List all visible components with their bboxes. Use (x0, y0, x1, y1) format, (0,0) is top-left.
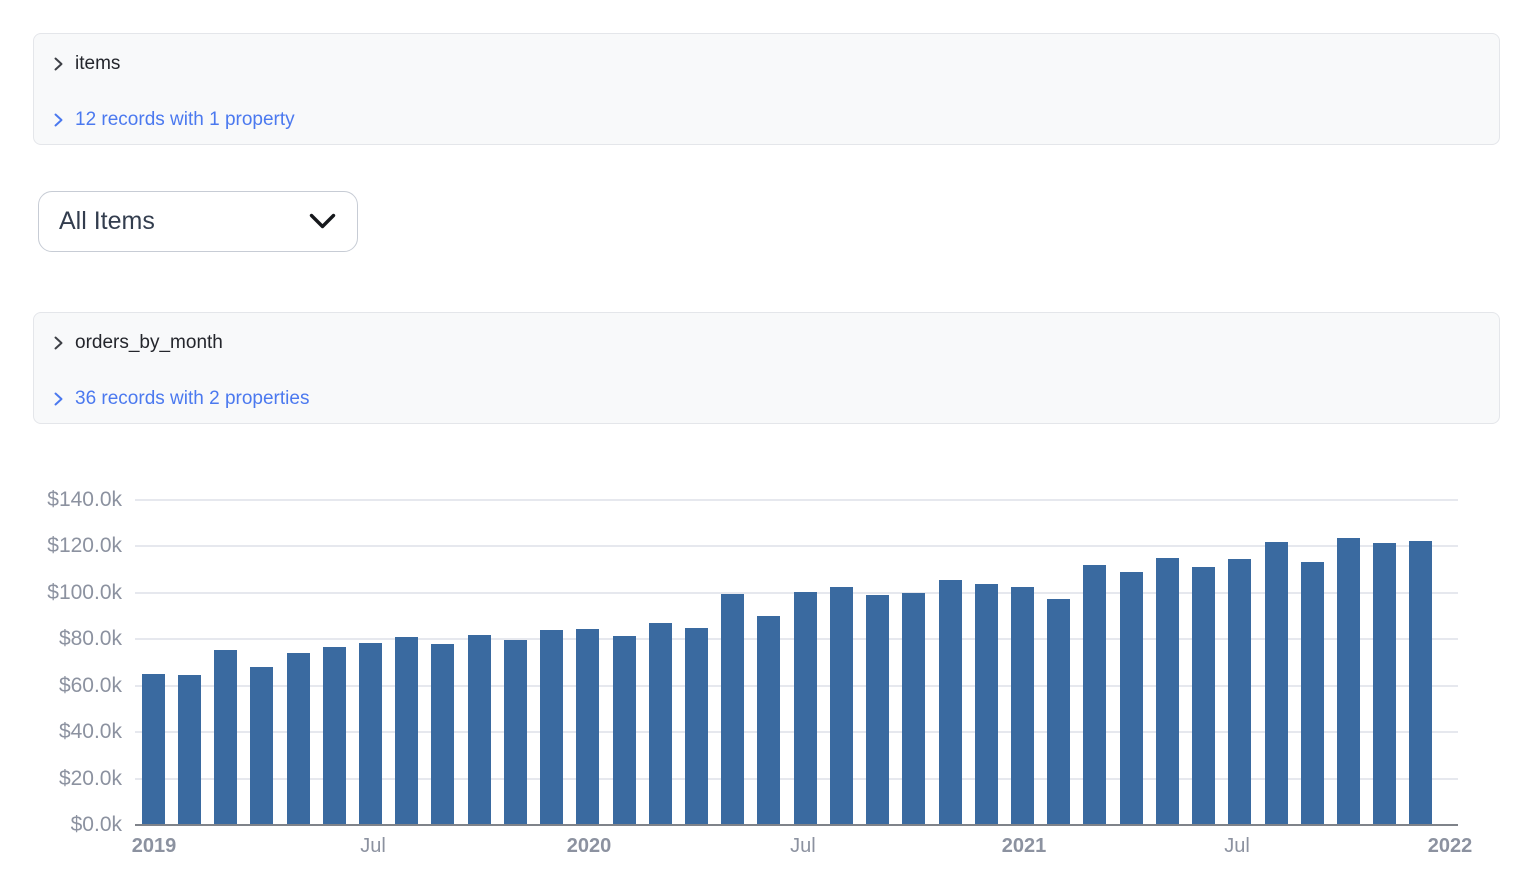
bar-2020-01 (576, 628, 600, 825)
bar-2020-07 (793, 591, 817, 825)
bar-group (135, 500, 1439, 825)
x-tick-label-2022: 2022 (1427, 835, 1473, 857)
chevron-right-icon (54, 57, 63, 71)
items-panel-title: items (75, 53, 121, 74)
bar-2021-05 (1155, 558, 1179, 825)
y-tick-label: $60.0k (58, 673, 122, 697)
bar-2019-03 (214, 649, 238, 825)
bar-2021-03 (1083, 565, 1107, 825)
y-tick-label: $100.0k (47, 580, 122, 604)
items-records-summary: 12 records with 1 property (75, 109, 295, 130)
bar-2019-02 (177, 675, 201, 825)
bar-2020-12 (974, 583, 998, 825)
bar-2020-11 (938, 580, 962, 825)
items-filter-selected-value: All Items (59, 207, 155, 235)
x-tick-label-2020: 2020 (566, 835, 612, 857)
bar-2019-06 (322, 647, 346, 825)
bar-2019-01 (141, 674, 165, 825)
x-tick-label-2021: 2021 (1001, 835, 1047, 857)
bar-2020-05 (721, 594, 745, 825)
y-tick-label: $140.0k (47, 488, 122, 511)
y-tick-label: $80.0k (58, 627, 122, 651)
bar-2019-11 (503, 640, 527, 825)
orders-disclosure-row[interactable]: orders_by_month (53, 330, 223, 356)
bar-2019-12 (540, 630, 564, 825)
bar-2020-04 (684, 627, 708, 825)
items-disclosure-row[interactable]: items (53, 51, 120, 77)
bar-2021-06 (1192, 567, 1216, 825)
bar-2021-01 (1010, 587, 1034, 825)
bar-2020-06 (757, 616, 781, 825)
chevron-right-icon (54, 392, 63, 406)
items-panel: items 12 records with 1 property (33, 33, 1500, 145)
bar-2021-07 (1228, 559, 1252, 825)
orders-by-month-panel: orders_by_month 36 records with 2 proper… (33, 312, 1500, 424)
bar-2019-05 (286, 653, 310, 825)
x-axis-line (135, 824, 1458, 826)
orders-panel-title: orders_by_month (75, 332, 223, 353)
bar-2020-09 (866, 595, 890, 825)
bar-2021-04 (1119, 571, 1143, 825)
chevron-right-icon (54, 336, 63, 350)
bar-2020-10 (902, 592, 926, 825)
y-tick-label: $120.0k (47, 534, 122, 558)
bar-2020-03 (648, 623, 672, 825)
gridline-140k (135, 499, 1458, 501)
items-records-link[interactable]: 12 records with 1 property (53, 107, 295, 133)
orders-records-link[interactable]: 36 records with 2 properties (53, 386, 309, 412)
bar-2021-02 (1047, 598, 1071, 825)
bar-2021-10 (1336, 538, 1360, 825)
x-tick-label-jul: Jul (360, 835, 386, 857)
bar-2019-07 (358, 642, 382, 825)
x-tick-label-jul: Jul (1224, 835, 1250, 857)
y-tick-label: $40.0k (58, 720, 122, 744)
bar-2021-12 (1409, 540, 1433, 825)
y-tick-label: $0.0k (70, 813, 122, 836)
bar-2021-11 (1373, 542, 1397, 825)
items-filter-select[interactable]: All Items (38, 191, 358, 252)
chevron-right-icon (54, 113, 63, 127)
bar-2019-10 (467, 634, 491, 825)
orders-records-summary: 36 records with 2 properties (75, 388, 310, 409)
bar-2020-08 (829, 587, 853, 825)
x-tick-label-jul: Jul (790, 835, 816, 857)
y-tick-label: $20.0k (58, 766, 122, 790)
bar-2020-02 (612, 635, 636, 825)
chevron-down-icon (309, 213, 336, 229)
gridline-120k (135, 545, 1458, 548)
orders-by-month-bar-chart: $0.0k $20.0k $40.0k $60.0k $80.0k $100.0k $120… (35, 488, 1475, 873)
bar-2019-04 (250, 667, 274, 825)
x-tick-label-2019: 2019 (131, 835, 177, 857)
bar-2019-08 (395, 636, 419, 825)
bar-2021-09 (1300, 561, 1324, 825)
bar-2021-08 (1264, 541, 1288, 825)
bar-2019-09 (431, 643, 455, 825)
